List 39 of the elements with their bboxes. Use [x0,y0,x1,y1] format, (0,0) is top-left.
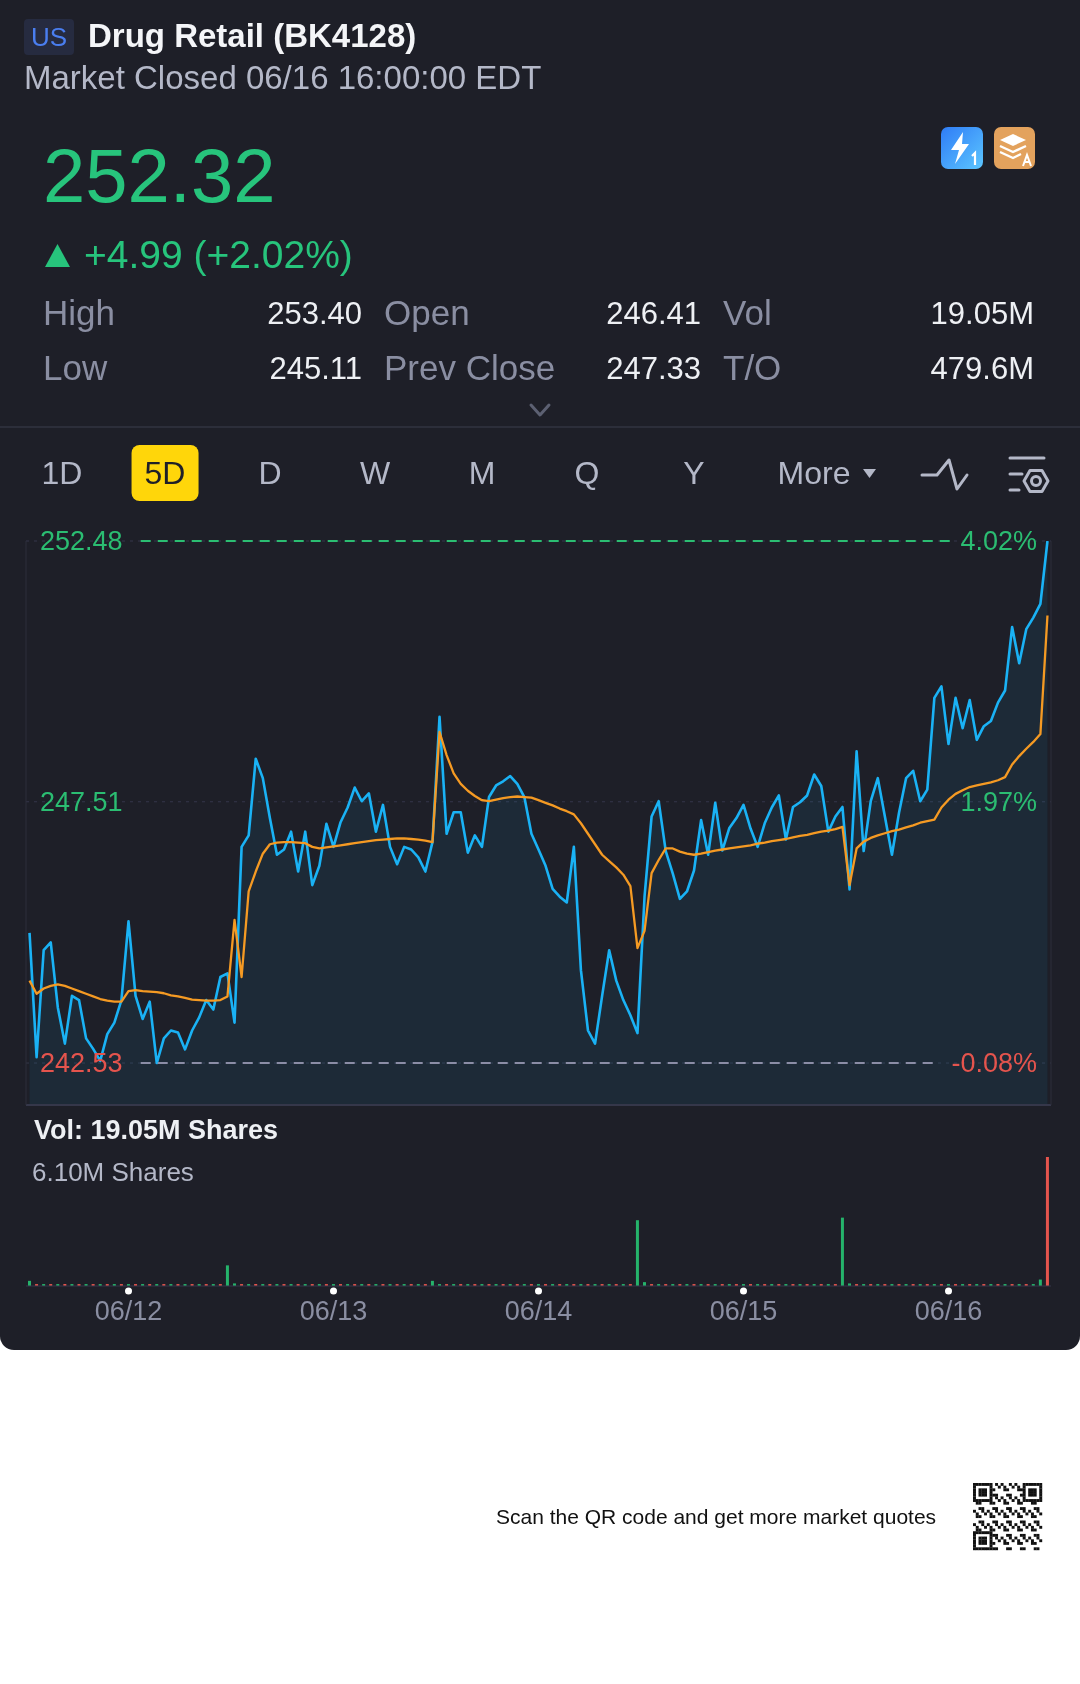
x-tick-label: 06/14 [504,1296,573,1327]
text: US [24,19,75,55]
y2-tick-label: 4.02% [960,526,1037,557]
chart-title: Vol: 19.05M Shares [34,1115,279,1146]
text: 5D [131,444,199,501]
x-tick-label: 06/12 [94,1296,163,1327]
text: D [258,454,282,491]
text: Q [574,454,600,491]
y-tick-label: 252.48 [40,526,123,557]
text: 246.41 [606,295,701,331]
annotation: 6.10M Shares [32,1156,194,1187]
text: More [777,454,851,491]
text: 1D [41,454,83,491]
y2-tick-label: 1.97% [960,787,1037,818]
text: Vol [723,293,772,333]
y2-tick-label: -0.08% [951,1048,1037,1079]
x-tick-label: 06/15 [709,1296,778,1327]
text: 247.33 [606,350,701,386]
text: Market Closed 06/16 16:00:00 EDT [24,58,542,96]
text: 253.40 [267,295,362,331]
text: 245.11 [269,350,362,386]
text: +4.99 (+2.02%) [84,232,353,276]
y-tick-label: 242.53 [40,1048,123,1079]
x-tick-label: 06/16 [914,1296,983,1327]
text: Y [683,454,705,491]
text: Drug Retail (BK4128) [88,16,417,54]
text: 252.32 [43,133,276,219]
text: 479.6M [930,350,1034,386]
text: M [468,454,496,491]
text: Open [384,293,470,333]
text: Scan the QR code and get more market quotes [496,1505,937,1529]
text: W [359,454,391,491]
text: T/O [723,348,782,388]
text: High [43,293,115,333]
x-tick-label: 06/13 [299,1296,368,1327]
text: 19.05M [930,295,1034,331]
text: Low [43,348,108,388]
y-tick-label: 247.51 [40,787,123,818]
text: Prev Close [384,348,556,388]
